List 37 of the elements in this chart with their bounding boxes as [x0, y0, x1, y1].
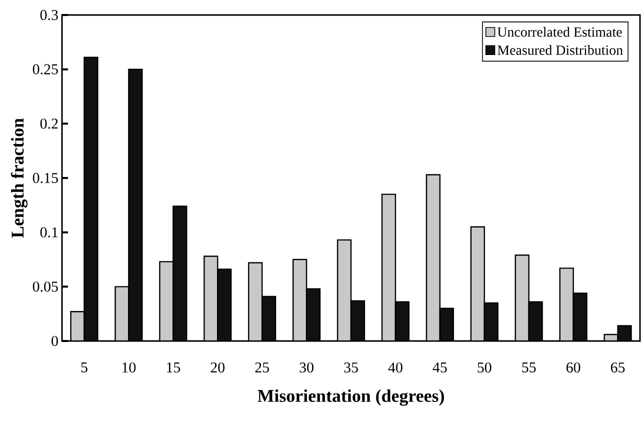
bar: [426, 174, 441, 341]
bar: [217, 268, 232, 341]
x-tick-label: 40: [388, 362, 402, 373]
x-tick-label: 25: [255, 362, 269, 372]
x-axis-title: Misorientation (degrees): [258, 389, 444, 406]
x-tick-label: 35: [344, 362, 358, 372]
x-tick-label: 45: [432, 362, 447, 372]
bar: [350, 300, 366, 341]
legend-label: Measured Distribution: [498, 45, 623, 55]
y-tick-label: 0.25: [32, 64, 58, 74]
bar: [306, 288, 321, 341]
bar: [439, 308, 454, 341]
x-tick-label: 20: [210, 362, 225, 373]
bar: [248, 262, 263, 341]
bar: [514, 254, 530, 341]
y-tick-label: 0.15: [32, 172, 58, 184]
y-tick-label: 0.3: [40, 10, 58, 20]
y-tick-label: 0.1: [40, 227, 58, 238]
bar: [470, 226, 485, 341]
x-tick-label: 10: [122, 362, 136, 373]
y-tick-label: 0.05: [32, 282, 58, 292]
x-tick-label: 65: [610, 362, 625, 372]
legend-label: Uncorrelated Estimate: [497, 26, 622, 37]
x-tick-label: 30: [300, 362, 314, 373]
x-tick-label: 15: [166, 362, 180, 372]
bar: [261, 296, 276, 341]
x-tick-label: 60: [566, 362, 580, 373]
bar: [394, 301, 410, 341]
bar: [336, 239, 352, 341]
bar: [381, 194, 396, 341]
x-tick-label: 5: [81, 362, 88, 372]
y-axis-title: Length fraction: [10, 118, 28, 238]
y-tick-label: 0: [52, 336, 58, 346]
x-tick-label: 55: [522, 362, 536, 372]
y-tick-label: 0.2: [40, 118, 58, 129]
x-tick-label: 50: [478, 362, 492, 373]
bar: [292, 258, 308, 341]
